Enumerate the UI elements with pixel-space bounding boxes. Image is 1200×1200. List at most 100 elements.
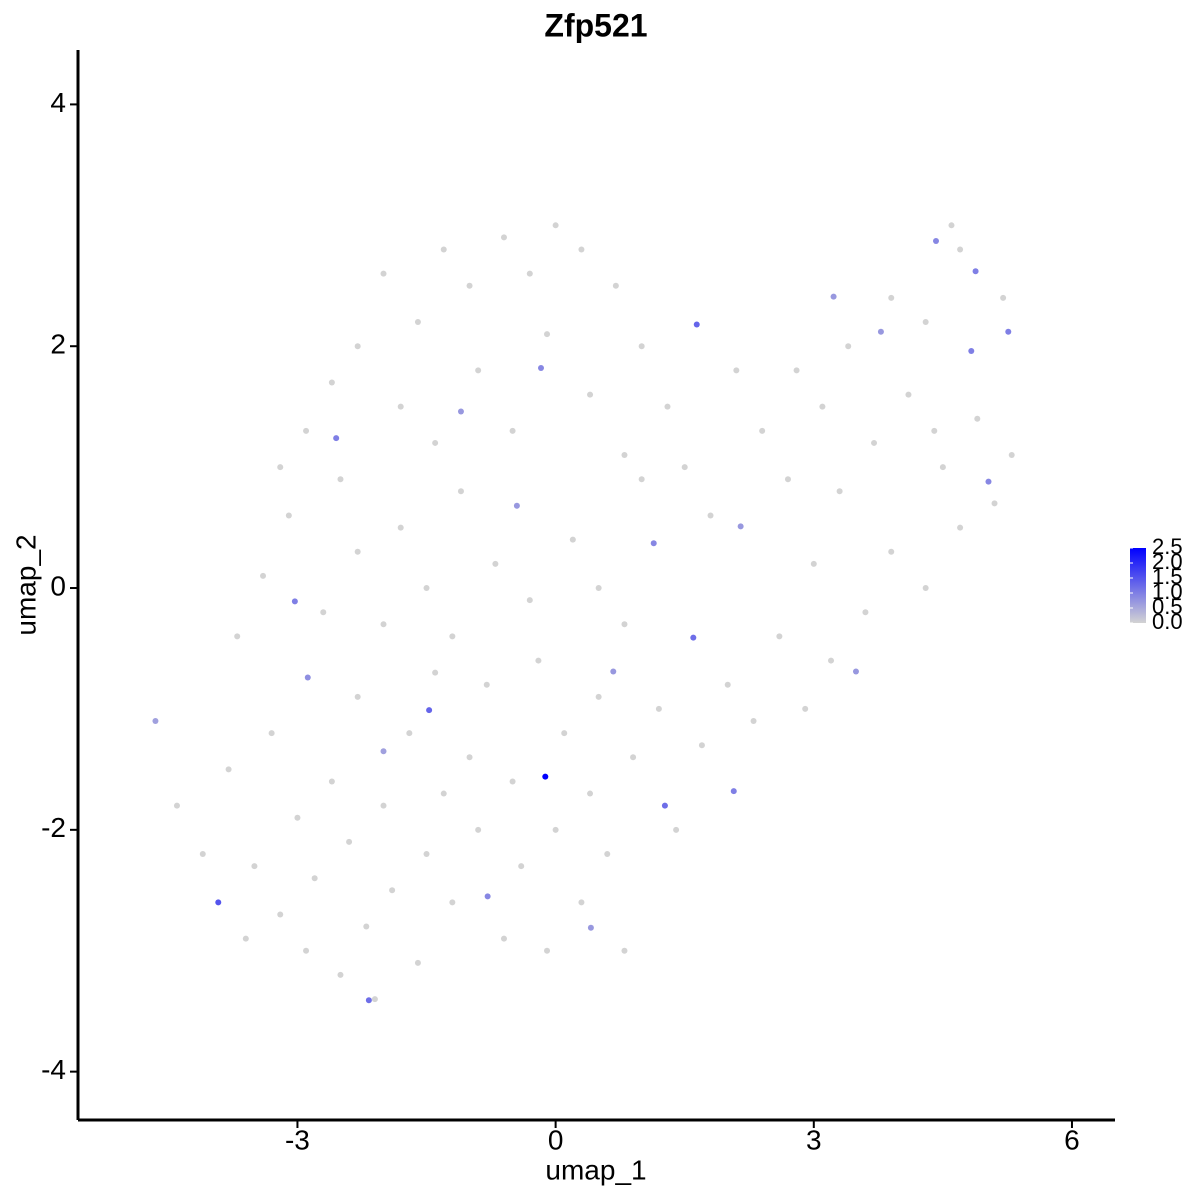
cell-point bbox=[595, 693, 602, 700]
cell-point bbox=[380, 621, 387, 628]
cell-point bbox=[277, 464, 284, 471]
cell-point bbox=[750, 718, 757, 725]
cell-point bbox=[578, 246, 585, 253]
y-tick-label: -2 bbox=[41, 812, 66, 843]
y-tick-label: 0 bbox=[50, 570, 66, 601]
cell-point bbox=[638, 476, 645, 483]
cell-point bbox=[673, 826, 680, 833]
cell-point bbox=[492, 560, 499, 567]
cell-point bbox=[845, 343, 852, 350]
cell-point bbox=[819, 403, 826, 410]
cell-point bbox=[877, 328, 884, 335]
cell-point bbox=[948, 222, 955, 229]
cell-point bbox=[475, 367, 482, 374]
cell-point bbox=[466, 282, 473, 289]
colorbar-label: 2.5 bbox=[1152, 534, 1183, 559]
cell-point bbox=[303, 947, 310, 954]
cell-point bbox=[552, 826, 559, 833]
cell-point bbox=[638, 343, 645, 350]
cell-point bbox=[397, 524, 404, 531]
colorbar-label: 2.0 bbox=[1152, 549, 1183, 574]
cell-point bbox=[664, 403, 671, 410]
y-tick-label: 4 bbox=[50, 87, 66, 118]
cell-point bbox=[380, 802, 387, 809]
cell-point bbox=[793, 367, 800, 374]
cell-point bbox=[759, 427, 766, 434]
y-tick-label: -4 bbox=[41, 1054, 66, 1085]
y-tick-label: 2 bbox=[50, 329, 66, 360]
cell-point bbox=[737, 523, 744, 530]
cell-point bbox=[968, 348, 975, 355]
cell-point bbox=[268, 730, 275, 737]
cell-point bbox=[569, 536, 576, 543]
cell-point bbox=[457, 488, 464, 495]
cell-point bbox=[650, 540, 657, 547]
cell-point bbox=[449, 899, 456, 906]
x-tick-label: -3 bbox=[285, 1124, 310, 1155]
cell-point bbox=[932, 238, 939, 245]
cell-point bbox=[612, 282, 619, 289]
cell-point bbox=[337, 971, 344, 978]
cell-point bbox=[544, 331, 551, 338]
cell-point bbox=[251, 863, 258, 870]
cell-point bbox=[871, 439, 878, 446]
cell-point bbox=[380, 270, 387, 277]
cell-point bbox=[535, 657, 542, 664]
cell-point bbox=[483, 681, 490, 688]
cell-point bbox=[389, 887, 396, 894]
cell-point bbox=[466, 754, 473, 761]
y-axis-label: umap_2 bbox=[10, 534, 41, 635]
cell-point bbox=[500, 935, 507, 942]
cell-point bbox=[484, 893, 491, 900]
chart-title: Zfp521 bbox=[544, 7, 647, 43]
cell-point bbox=[423, 585, 430, 592]
cell-point bbox=[922, 585, 929, 592]
colorbar-label: 1.0 bbox=[1152, 579, 1183, 604]
cell-point bbox=[630, 754, 637, 761]
cell-point bbox=[291, 598, 298, 605]
cell-point bbox=[215, 899, 222, 906]
cell-point bbox=[475, 826, 482, 833]
cell-point bbox=[354, 693, 361, 700]
cell-point bbox=[414, 319, 421, 326]
cell-point bbox=[365, 997, 372, 1004]
cell-point bbox=[836, 488, 843, 495]
cell-point bbox=[544, 947, 551, 954]
cell-point bbox=[776, 633, 783, 640]
cell-point bbox=[587, 790, 594, 797]
colorbar-label: 0.0 bbox=[1152, 609, 1183, 634]
cell-point bbox=[661, 802, 668, 809]
cell-point bbox=[234, 633, 241, 640]
cell-point bbox=[518, 863, 525, 870]
cell-point bbox=[526, 597, 533, 604]
cell-point bbox=[426, 707, 433, 714]
cell-point bbox=[432, 439, 439, 446]
x-axis-label: umap_1 bbox=[545, 1154, 646, 1185]
cell-point bbox=[277, 911, 284, 918]
cell-point bbox=[802, 705, 809, 712]
cell-point bbox=[440, 790, 447, 797]
cell-point bbox=[354, 548, 361, 555]
cell-point bbox=[621, 452, 628, 459]
x-tick-label: 3 bbox=[806, 1124, 822, 1155]
cell-point bbox=[693, 321, 700, 328]
cell-point bbox=[225, 766, 232, 773]
cell-point bbox=[974, 415, 981, 422]
cell-point bbox=[333, 435, 340, 442]
cell-point bbox=[972, 268, 979, 275]
cell-point bbox=[698, 742, 705, 749]
cell-point bbox=[537, 364, 544, 371]
cell-point bbox=[457, 408, 464, 415]
cell-point bbox=[304, 674, 311, 681]
cell-point bbox=[449, 633, 456, 640]
cell-point bbox=[173, 802, 180, 809]
cell-point bbox=[152, 718, 159, 725]
colorbar-label: 0.5 bbox=[1152, 594, 1183, 619]
colorbar-label: 1.5 bbox=[1152, 564, 1183, 589]
cell-point bbox=[610, 668, 617, 675]
cell-point bbox=[888, 294, 895, 301]
cell-point bbox=[681, 464, 688, 471]
cell-point bbox=[440, 246, 447, 253]
cell-point bbox=[852, 668, 859, 675]
